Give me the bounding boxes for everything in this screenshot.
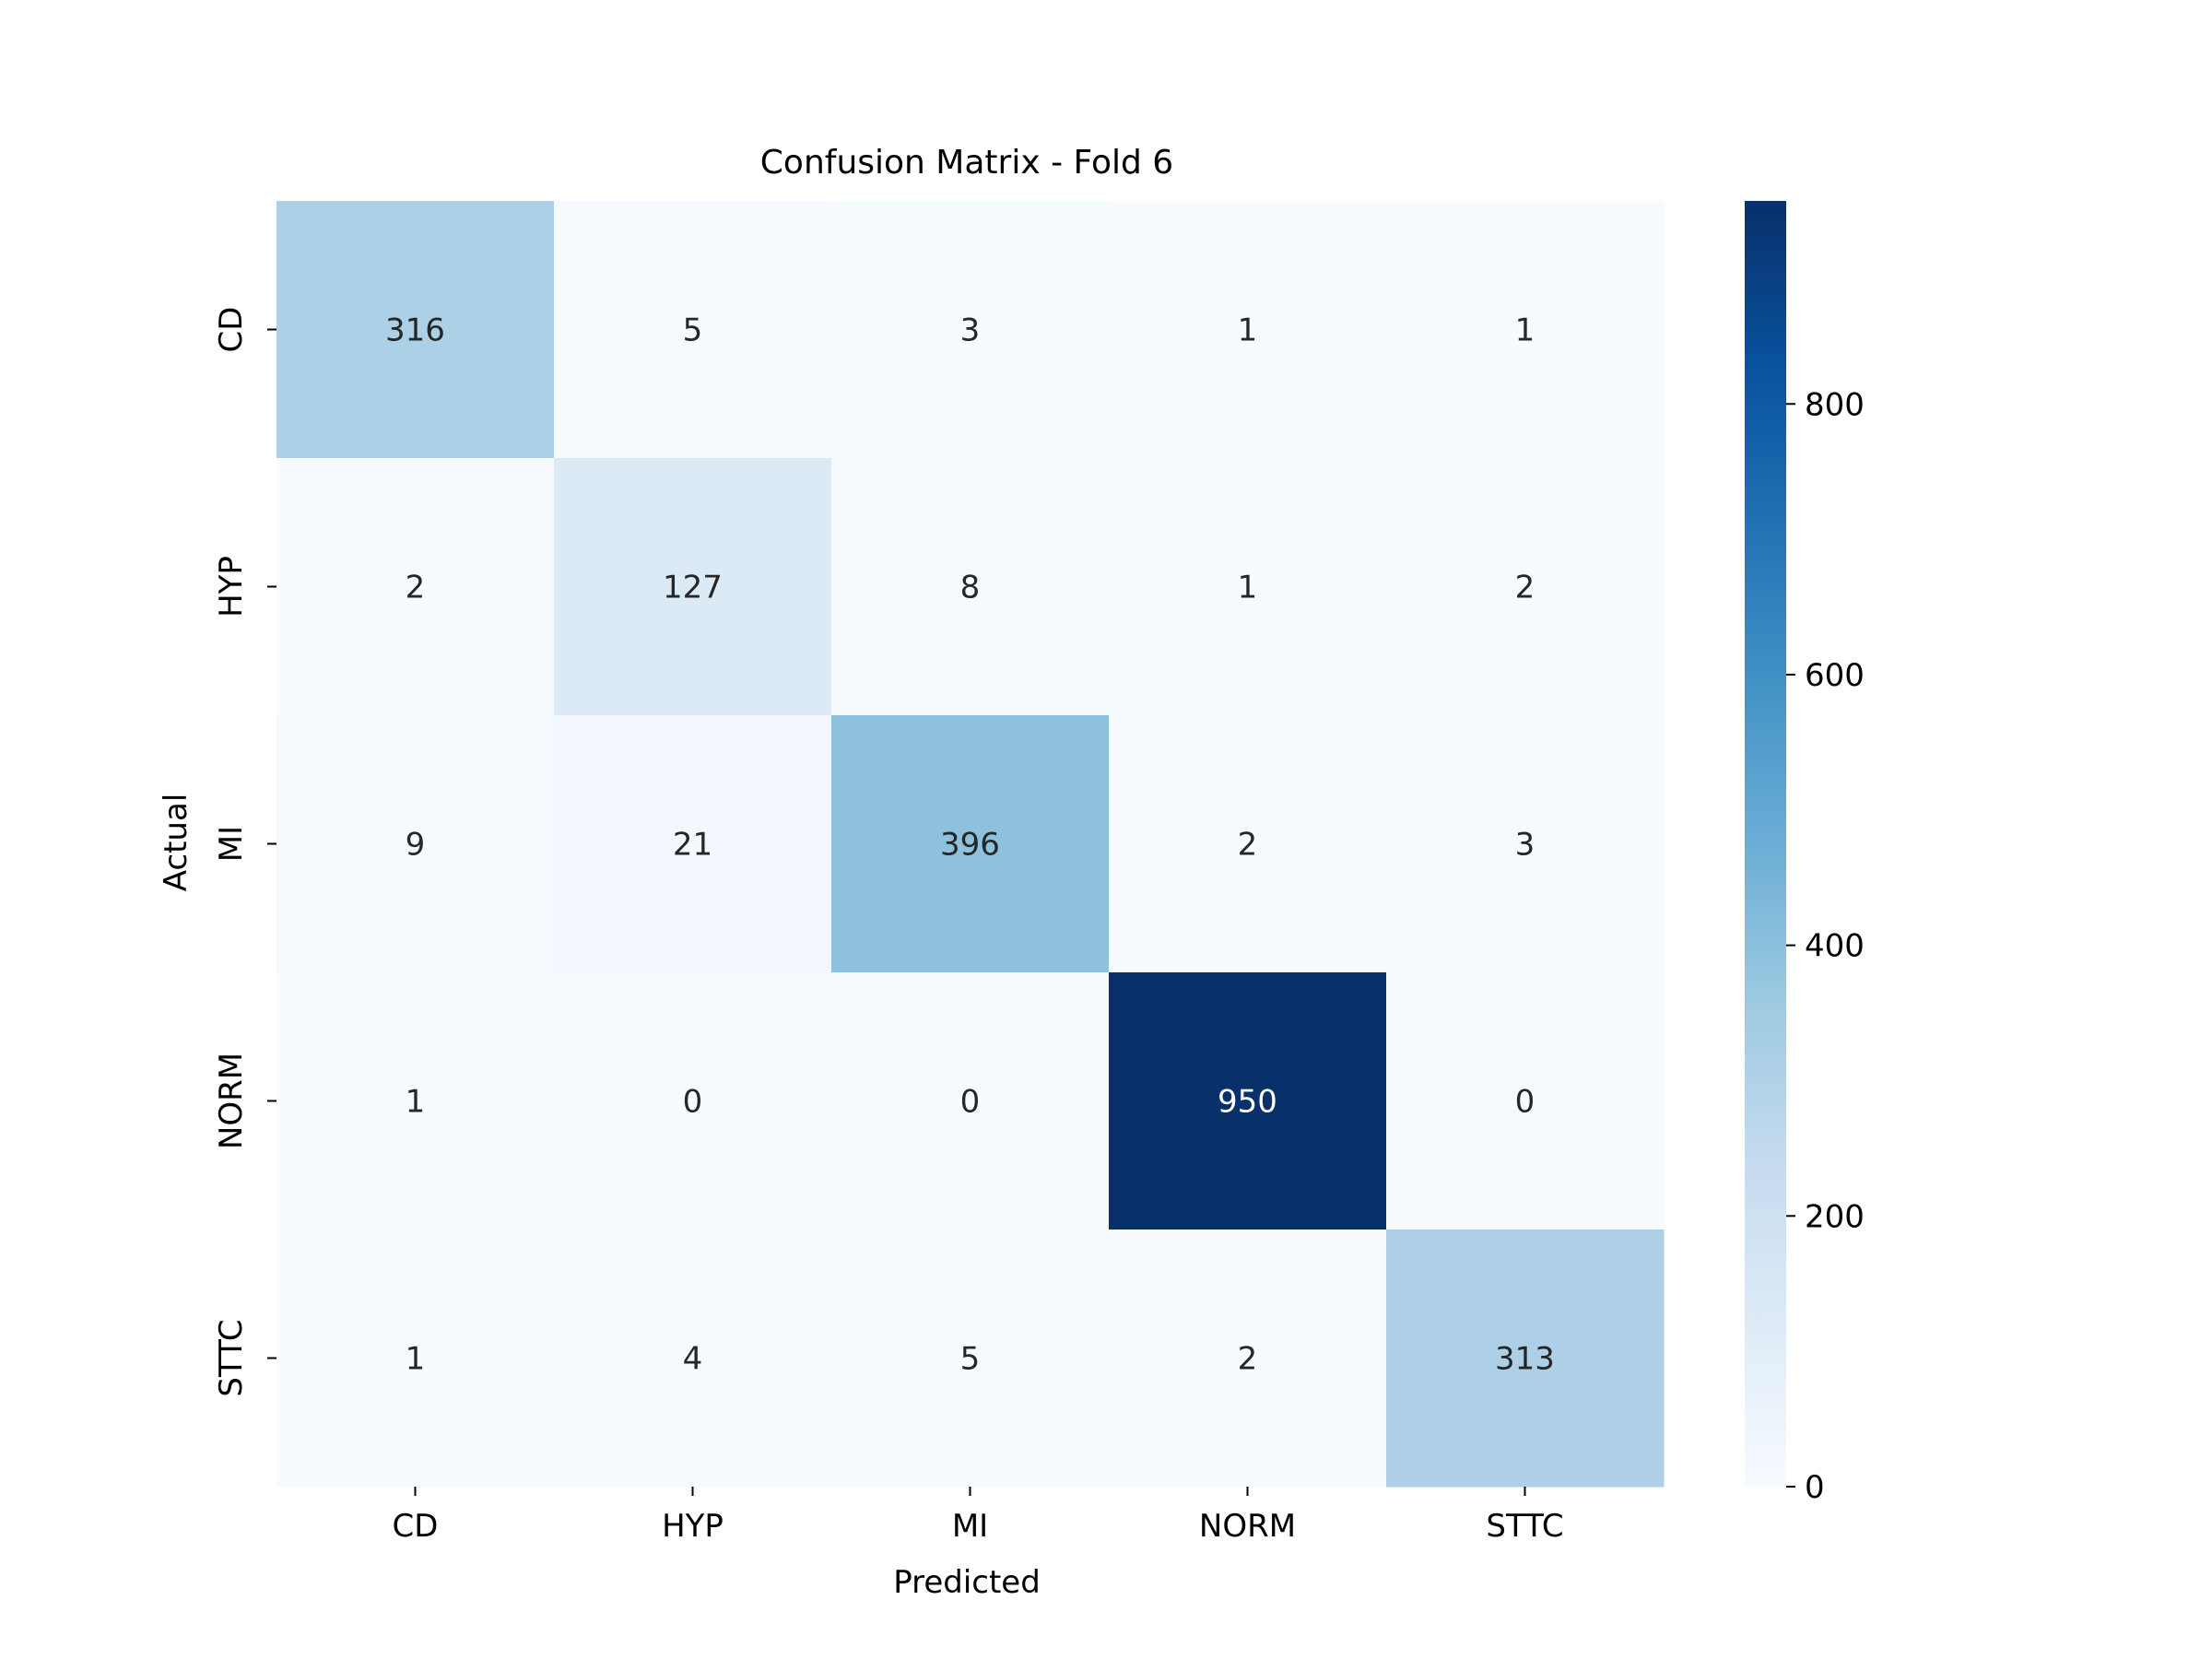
cell-value-cd-cd: 316 xyxy=(385,312,445,349)
cell-mi-cd xyxy=(276,715,555,973)
cell-hyp-norm xyxy=(1109,458,1387,716)
cell-norm-mi xyxy=(831,972,1110,1230)
x-tick-label-sttc: STTC xyxy=(1486,1508,1563,1545)
x-tick-label-norm: NORM xyxy=(1199,1508,1296,1545)
cell-value-norm-cd: 1 xyxy=(406,1084,426,1121)
colorbar-tick-label-800: 800 xyxy=(1805,386,1865,423)
cell-sttc-norm xyxy=(1109,1230,1387,1488)
cell-cd-norm xyxy=(1109,201,1387,459)
cell-value-hyp-norm: 1 xyxy=(1238,570,1258,606)
x-axis-label: Predicted xyxy=(893,1564,1041,1601)
cell-hyp-mi xyxy=(831,458,1110,716)
cell-hyp-sttc xyxy=(1386,458,1665,716)
colorbar-tick-label-600: 600 xyxy=(1805,657,1865,694)
cell-value-mi-hyp: 21 xyxy=(673,827,712,864)
y-tick-label-mi: MI xyxy=(213,826,250,862)
cell-value-cd-mi: 3 xyxy=(960,312,981,349)
colorbar-ticks: 0 200 400 600 800 xyxy=(1786,386,1865,1506)
cell-cd-hyp xyxy=(554,201,832,459)
cell-value-cd-sttc: 1 xyxy=(1515,312,1535,349)
cell-value-hyp-hyp: 127 xyxy=(663,570,723,606)
cell-value-hyp-cd: 2 xyxy=(406,570,426,606)
cell-value-sttc-mi: 5 xyxy=(960,1341,981,1378)
cell-value-norm-mi: 0 xyxy=(960,1084,981,1121)
cell-norm-sttc xyxy=(1386,972,1665,1230)
cell-value-cd-norm: 1 xyxy=(1238,312,1258,349)
cell-norm-hyp xyxy=(554,972,832,1230)
colorbar-tick-label-200: 200 xyxy=(1805,1198,1865,1235)
cell-hyp-cd xyxy=(276,458,555,716)
cell-value-norm-sttc: 0 xyxy=(1515,1084,1535,1121)
cell-value-sttc-sttc: 313 xyxy=(1495,1341,1555,1378)
cell-value-sttc-cd: 1 xyxy=(406,1341,426,1378)
cell-norm-norm xyxy=(1109,972,1387,1230)
x-tick-label-hyp: HYP xyxy=(662,1508,724,1545)
y-tick-label-sttc: STTC xyxy=(213,1319,250,1396)
cell-value-norm-hyp: 0 xyxy=(683,1084,703,1121)
cell-value-mi-cd: 9 xyxy=(406,827,426,864)
colorbar-tick-label-0: 0 xyxy=(1805,1469,1825,1506)
chart-title: Confusion Matrix - Fold 6 xyxy=(760,144,1173,182)
cell-value-hyp-mi: 8 xyxy=(960,570,981,606)
cell-cd-sttc xyxy=(1386,201,1665,459)
cell-value-norm-norm: 950 xyxy=(1218,1084,1277,1121)
cell-norm-cd xyxy=(276,972,555,1230)
colorbar xyxy=(1745,201,1786,1487)
cell-mi-norm xyxy=(1109,715,1387,973)
cell-value-mi-mi: 396 xyxy=(940,827,1000,864)
cell-sttc-cd xyxy=(276,1230,555,1488)
y-tick-label-hyp: HYP xyxy=(213,556,250,618)
cell-mi-sttc xyxy=(1386,715,1665,973)
heatmap-cell-labels: 316 5 3 1 1 2 127 8 1 2 9 21 396 2 3 1 0 0 950 0 1 4 5 2 313 xyxy=(385,312,1555,1378)
cell-sttc-hyp xyxy=(554,1230,832,1488)
y-axis-label: Actual xyxy=(158,794,194,892)
x-tick-label-mi: MI xyxy=(952,1508,988,1545)
cell-hyp-hyp xyxy=(554,458,832,716)
cell-sttc-mi xyxy=(831,1230,1110,1488)
cell-value-mi-sttc: 3 xyxy=(1515,827,1535,864)
cell-cd-cd xyxy=(276,201,555,459)
cell-value-sttc-norm: 2 xyxy=(1238,1341,1258,1378)
cell-value-cd-hyp: 5 xyxy=(683,312,703,349)
cell-mi-mi xyxy=(831,715,1110,973)
y-axis: CD HYP MI NORM STTC xyxy=(213,307,276,1397)
heatmap-cells xyxy=(276,201,1665,1488)
colorbar-tick-label-400: 400 xyxy=(1805,928,1865,965)
cell-mi-hyp xyxy=(554,715,832,973)
cell-value-hyp-sttc: 2 xyxy=(1515,570,1535,606)
cell-value-mi-norm: 2 xyxy=(1238,827,1258,864)
y-tick-label-norm: NORM xyxy=(213,1053,250,1149)
cell-sttc-sttc xyxy=(1386,1230,1665,1488)
x-axis: CD HYP MI NORM STTC xyxy=(393,1487,1564,1545)
x-tick-label-cd: CD xyxy=(393,1508,439,1545)
cell-value-sttc-hyp: 4 xyxy=(683,1341,703,1378)
y-tick-label-cd: CD xyxy=(213,307,250,353)
cell-cd-mi xyxy=(831,201,1110,459)
